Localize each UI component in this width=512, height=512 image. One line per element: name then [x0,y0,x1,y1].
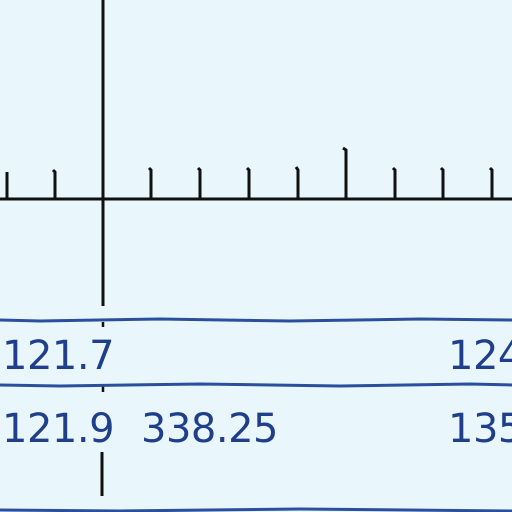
tick-mark [245,166,251,199]
tick-mark [488,166,494,199]
tick-mark [294,166,300,199]
table-rules [0,317,512,512]
tick-marks [5,146,494,199]
row-2-value-1: 121.9 [2,406,115,452]
row-1-value-1: 121.7 [2,333,115,379]
tick-mark [147,166,153,199]
tick-mark [51,168,57,199]
row-2-value-3: 135 [448,406,512,452]
row-1-value-3: 124 [448,333,512,379]
tick-mark [439,166,445,199]
tick-mark [196,166,202,199]
table-rule [0,507,512,512]
tick-mark [391,166,397,199]
row-2-value-2: 338.25 [141,406,278,452]
table-rule [0,317,512,323]
tick-mark-major [342,146,348,199]
table-rule [0,382,512,388]
